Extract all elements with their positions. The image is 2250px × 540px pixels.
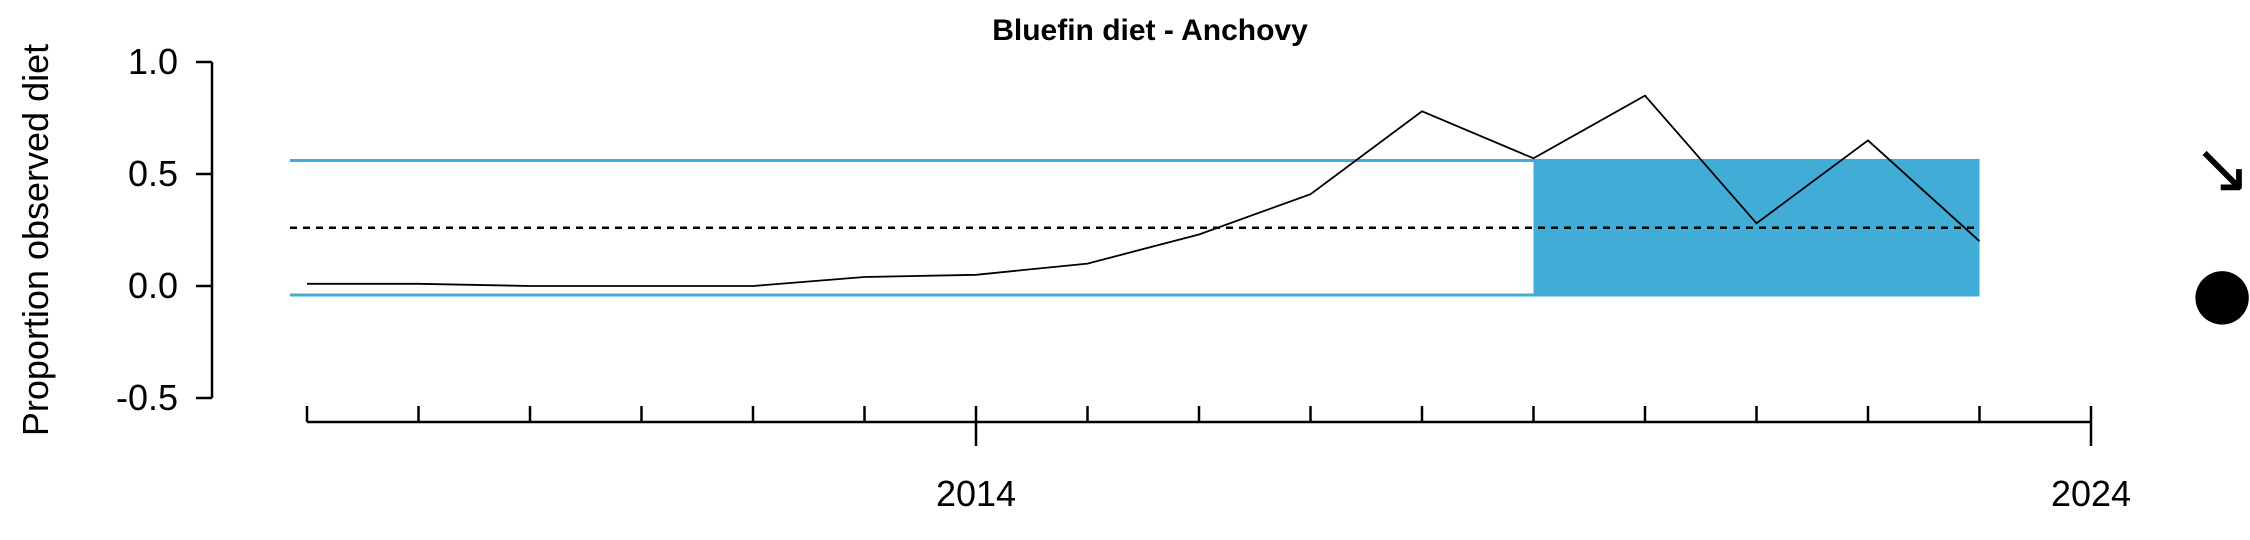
- y-axis: 1.0 0.5 0.0 -0.5: [116, 41, 214, 418]
- x-axis: 2014 2024: [305, 406, 2131, 514]
- x-tick-label: 2024: [2051, 473, 2131, 514]
- status-dot-icon: ●: [2191, 251, 2250, 333]
- y-tick-label: -0.5: [116, 377, 178, 418]
- chart-title: Bluefin diet - Anchovy: [992, 14, 1308, 47]
- x-tick-label: 2014: [936, 473, 1016, 514]
- y-tick-label: 1.0: [128, 41, 178, 82]
- y-tick-label: 0.5: [128, 153, 178, 194]
- y-axis-title: Proportion observed diet: [15, 44, 56, 436]
- series-line: [307, 94, 1981, 287]
- trend-arrow-icon: ↘: [2193, 127, 2250, 209]
- y-tick-label: 0.0: [128, 265, 178, 306]
